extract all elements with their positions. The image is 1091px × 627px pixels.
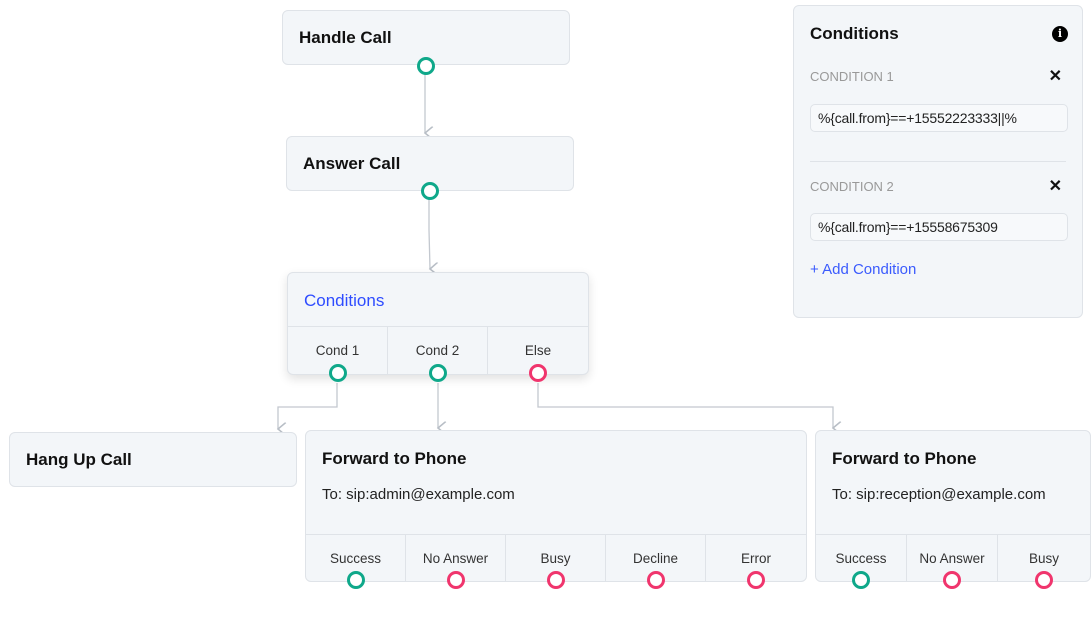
output-label: Busy <box>1028 551 1059 566</box>
condition-2-input[interactable]: %{call.from}==+15558675309 <box>810 213 1068 241</box>
remove-condition-2-close-icon[interactable]: ✕ <box>1048 178 1062 195</box>
conditions-panel: Conditions i CONDITION 1 ✕ %{call.from}=… <box>793 5 1083 318</box>
output-label: Success <box>329 551 382 566</box>
node-title: Forward to Phone <box>322 449 467 468</box>
remove-condition-1-close-icon[interactable]: ✕ <box>1048 68 1062 85</box>
node-title: Forward to Phone <box>832 449 977 468</box>
condition-1-input[interactable]: %{call.from}==+15552223333||% <box>810 104 1068 132</box>
output-handle[interactable] <box>328 364 347 382</box>
node-forward-to-phone-2[interactable]: Forward to Phone To: sip:reception@examp… <box>815 430 1091 589</box>
output-no-answer[interactable]: No Answer <box>907 535 998 589</box>
output-busy[interactable]: Busy <box>998 535 1090 589</box>
edge-cond1-hangup <box>278 383 338 429</box>
output-cond-1[interactable]: Cond 1 <box>288 327 388 382</box>
edge-answer-conditions <box>428 199 430 269</box>
output-handle[interactable] <box>529 364 547 382</box>
output-handle[interactable] <box>546 571 565 589</box>
edge-else-forward2 <box>537 383 833 428</box>
output-handle[interactable] <box>646 571 665 589</box>
node-handle-call[interactable]: Handle Call <box>282 10 570 75</box>
node-answer-call[interactable]: Answer Call <box>286 136 574 200</box>
output-else[interactable]: Else <box>488 327 588 382</box>
divider <box>810 161 1066 162</box>
condition-1-label: CONDITION 1 <box>810 69 894 84</box>
output-handle[interactable] <box>747 571 765 589</box>
output-handle[interactable] <box>421 182 439 200</box>
condition-2-label: CONDITION 2 <box>810 179 894 194</box>
node-forward-to-phone-1[interactable]: Forward to Phone To: sip:admin@example.c… <box>305 430 807 589</box>
output-label: Cond 1 <box>315 343 360 358</box>
node-destination: To: sip:reception@example.com <box>832 486 1046 503</box>
panel-title: Conditions <box>810 24 899 43</box>
output-busy[interactable]: Busy <box>506 535 606 589</box>
output-handle[interactable] <box>943 571 961 589</box>
output-label: Decline <box>632 551 679 566</box>
output-label: Cond 2 <box>415 343 460 358</box>
node-conditions[interactable]: Conditions Cond 1 Cond 2 Else <box>287 272 589 382</box>
output-label: No Answer <box>919 551 985 566</box>
output-no-answer[interactable]: No Answer <box>406 535 506 589</box>
output-handle[interactable] <box>428 364 447 382</box>
output-label: Else <box>524 343 552 358</box>
node-title: Hang Up Call <box>26 450 132 469</box>
node-title: Conditions <box>304 291 385 310</box>
output-cond-2[interactable]: Cond 2 <box>388 327 488 382</box>
output-label: No Answer <box>422 551 489 566</box>
output-handle[interactable] <box>852 571 870 589</box>
output-handle[interactable] <box>1035 571 1053 589</box>
output-success[interactable]: Success <box>306 535 406 589</box>
output-error[interactable]: Error <box>706 535 806 589</box>
output-label: Error <box>741 551 771 566</box>
add-condition-button[interactable]: + Add Condition <box>810 261 917 278</box>
node-destination: To: sip:admin@example.com <box>322 486 515 503</box>
output-handle[interactable] <box>417 57 435 75</box>
node-hang-up-call[interactable]: Hang Up Call <box>9 432 297 487</box>
output-success[interactable]: Success <box>816 535 907 589</box>
output-label: Success <box>835 551 887 566</box>
info-icon[interactable]: i <box>1052 26 1068 42</box>
node-title: Answer Call <box>303 154 401 173</box>
output-decline[interactable]: Decline <box>606 535 706 589</box>
output-handle[interactable] <box>446 571 465 589</box>
output-handle[interactable] <box>346 571 365 589</box>
node-title: Handle Call <box>299 28 392 47</box>
output-label: Busy <box>540 551 571 566</box>
